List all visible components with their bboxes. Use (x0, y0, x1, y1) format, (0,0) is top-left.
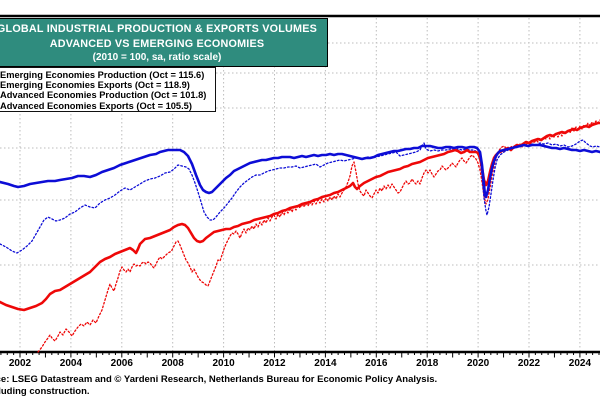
chart-legend: Emerging Economies Production (Oct = 115… (0, 67, 216, 112)
legend-item: Emerging Economies Production (Oct = 115… (0, 70, 215, 80)
x-tick-label: 2010 (212, 358, 235, 369)
legend-item-label: Advanced Economies Production (Oct = 101… (0, 90, 207, 101)
legend-item-label: Emerging Economies Production (Oct = 115… (0, 70, 205, 81)
x-tick-label: 2016 (365, 358, 388, 369)
x-tick-label: 2020 (467, 358, 490, 369)
source-note: Source: LSEG Datastream and © Yardeni Re… (0, 374, 438, 385)
series-line-advanced-economies-exports (0, 139, 600, 254)
x-tick-label: 2002 (9, 358, 32, 369)
x-tick-label: 2014 (314, 358, 337, 369)
x-tick-label: 2022 (518, 358, 541, 369)
x-tick-label: 2008 (162, 358, 185, 369)
legend-item-label: Advanced Economies Exports (Oct = 105.5) (0, 100, 192, 111)
series-line-advanced-economies-production (0, 143, 600, 199)
chart-title-box: GLOBAL INDUSTRIAL PRODUCTION & EXPORTS V… (0, 18, 328, 67)
x-tick-label: 2012 (263, 358, 286, 369)
x-tick-label: 2024 (569, 358, 592, 369)
legend-item-label: Emerging Economies Exports (Oct = 118.9) (0, 80, 190, 91)
series-line-emerging-economies-production (0, 121, 600, 312)
legend-item: Advanced Economies Exports (Oct = 105.5) (0, 101, 215, 111)
x-tick-label: 2006 (111, 358, 134, 369)
chart-title-line3: (2010 = 100, sa, ratio scale) (92, 52, 222, 63)
footnote: * Excluding construction. (0, 386, 90, 397)
chart-title-line2: ADVANCED VS EMERGING ECONOMIES (49, 37, 265, 50)
x-tick-label: 2004 (60, 358, 83, 369)
x-tick-label: 2018 (416, 358, 439, 369)
chart-title-line1: GLOBAL INDUSTRIAL PRODUCTION & EXPORTS V… (0, 23, 318, 35)
legend-item: Advanced Economies Production (Oct = 101… (0, 90, 215, 100)
legend-item: Emerging Economies Exports (Oct = 118.9) (0, 80, 215, 90)
